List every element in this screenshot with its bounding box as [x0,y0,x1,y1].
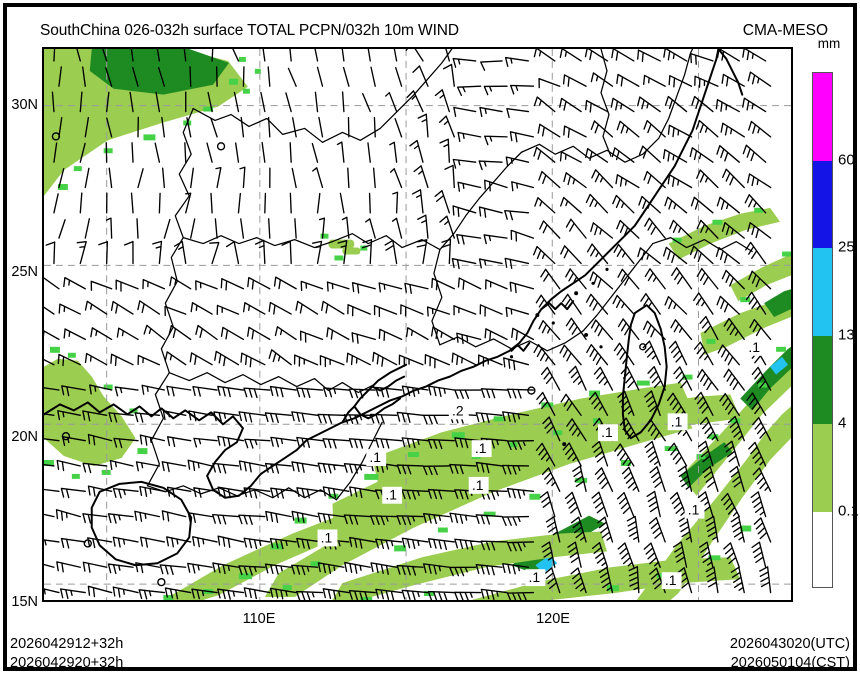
valid-time-utc-label: 2026043020(UTC) [729,636,850,652]
valid-time-cst-label: 2026050104(CST) [730,655,850,671]
colorbar-segment-above-60 [813,73,832,161]
svg-text:.1: .1 [748,339,760,355]
colorbar-segment-4-13 [813,336,832,424]
svg-text:.1: .1 [529,569,541,585]
colorbar-segment-13-25 [813,248,832,336]
model-name-label: CMA-MESO [742,22,828,39]
colorbar-tick-60: 60 [838,151,855,169]
svg-text:.1: .1 [369,449,381,465]
lon-tick-110e: 110E [242,611,276,627]
colorbar-segment-0.1-4 [813,424,832,512]
colorbar-tick-0.1: 0.1 [838,502,859,520]
colorbar-segment-25-60 [813,161,832,248]
colorbar-segment-below-0.1 [813,512,832,586]
lat-tick-15n: 15N [11,594,38,610]
svg-text:.1: .1 [688,502,700,518]
colorbar-tick-13: 13 [838,326,855,344]
svg-text:.1: .1 [671,413,683,429]
svg-text:.1: .1 [475,440,487,456]
svg-text:.2: .2 [452,402,464,418]
colorbar-tick-4: 4 [838,414,847,432]
svg-text:.1: .1 [472,477,484,493]
chart-title: SouthChina 026-032h surface TOTAL PCPN/0… [40,22,459,39]
lat-tick-20n: 20N [11,429,38,445]
svg-text:.1: .1 [601,424,613,440]
svg-text:.1: .1 [385,487,397,503]
lon-tick-120e: 120E [536,611,570,627]
colorbar-unit-label: mm [817,36,841,51]
wind-barbs [44,49,772,600]
map-panel[interactable]: .1 .1 .1 .1 .1 .1 .1 .1 .2 .1 .1 .1 [42,47,793,602]
contour-value-labels: .1 .1 .1 .1 .1 .1 .1 .1 .2 .1 .1 .1 [317,339,766,590]
precipitation-colorbar[interactable] [812,72,833,588]
svg-text:.1: .1 [665,572,677,588]
init-time-cst-label: 2026042920+32h [10,655,124,671]
map-canvas: .1 .1 .1 .1 .1 .1 .1 .1 .2 .1 .1 .1 [44,49,791,600]
lat-tick-30n: 30N [11,97,38,113]
svg-text:.1: .1 [321,529,333,545]
colorbar-tick-25: 25 [838,238,855,256]
lat-tick-25n: 25N [11,264,38,280]
init-time-utc-label: 2026042912+32h [10,636,124,652]
